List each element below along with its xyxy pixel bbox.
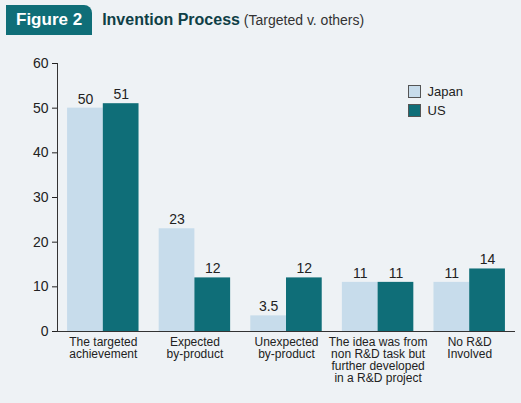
html-text:Figure 2: Figure 2 bbox=[16, 10, 83, 29]
svg-text:50: 50 bbox=[78, 91, 94, 107]
svg-text:30: 30 bbox=[33, 189, 49, 205]
svg-text:Unexpectedby-product: Unexpectedby-product bbox=[254, 335, 318, 361]
svg-text:10: 10 bbox=[33, 278, 49, 294]
svg-text:The targetedachievement: The targetedachievement bbox=[69, 335, 138, 361]
svg-text:No R&DInvolved: No R&DInvolved bbox=[447, 335, 492, 361]
svg-text:Expectedby-product: Expectedby-product bbox=[167, 335, 224, 361]
svg-text:51: 51 bbox=[113, 86, 129, 102]
svg-text:12: 12 bbox=[205, 260, 221, 276]
svg-text:11: 11 bbox=[445, 265, 460, 281]
svg-text:3.5: 3.5 bbox=[259, 298, 279, 314]
svg-text:50: 50 bbox=[33, 100, 49, 116]
svg-text:12: 12 bbox=[297, 260, 313, 276]
svg-text:23: 23 bbox=[169, 211, 185, 227]
svg-text:40: 40 bbox=[33, 144, 49, 160]
svg-text:60: 60 bbox=[33, 55, 49, 71]
svg-text:0: 0 bbox=[41, 323, 49, 339]
html-text:US: US bbox=[427, 103, 446, 118]
svg-text:14: 14 bbox=[480, 251, 496, 267]
html-text:Japan: Japan bbox=[427, 84, 463, 99]
svg-text:The idea was fromnon R&D task: The idea was fromnon R&D task butfurther… bbox=[329, 335, 428, 385]
html-text:Invention Process (Targeted v.: Invention Process (Targeted v. others) bbox=[102, 11, 365, 28]
svg-text:20: 20 bbox=[33, 234, 49, 250]
svg-text:11: 11 bbox=[389, 265, 404, 281]
svg-text:11: 11 bbox=[353, 265, 368, 281]
